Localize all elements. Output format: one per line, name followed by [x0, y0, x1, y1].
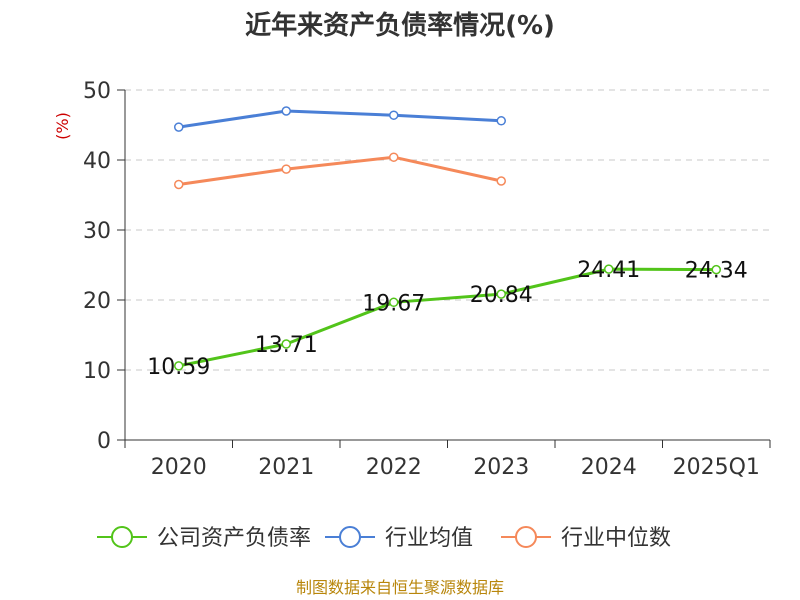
y-tick-label: 20 [83, 289, 111, 314]
data-label: 24.34 [685, 259, 748, 284]
data-label: 13.71 [255, 333, 318, 358]
data-point [174, 179, 184, 190]
legend-item: 行业中位数 [501, 526, 671, 551]
data-point [496, 116, 506, 126]
legend-swatch-marker [339, 526, 361, 548]
x-tick-label: 2025Q1 [673, 455, 760, 480]
data-point [496, 289, 506, 299]
data-point [281, 164, 291, 174]
legend-item: 行业均值 [325, 526, 473, 551]
gridlines [125, 89, 770, 371]
x-tick-label: 2022 [366, 455, 422, 480]
data-point [281, 339, 291, 349]
y-tick-label: 10 [83, 359, 111, 384]
series-line [178, 155, 502, 186]
data-point [496, 176, 506, 186]
data-point [389, 297, 399, 308]
legend: 公司资产负债率 行业均值 行业中位数 [97, 526, 671, 551]
data-point [174, 361, 184, 371]
data-label: 19.67 [362, 291, 425, 316]
series-line [178, 109, 502, 129]
x-tick-label: 2023 [473, 455, 529, 480]
data-point [389, 152, 399, 162]
y-tick-label: 30 [83, 219, 111, 244]
series-group [174, 106, 721, 371]
legend-label: 公司资产负债率 [157, 526, 311, 551]
legend-label: 行业中位数 [561, 526, 671, 551]
x-tick-label: 2021 [258, 455, 314, 480]
y-axis-label: (%) [53, 112, 72, 140]
y-tick-label: 40 [83, 149, 111, 174]
x-tick-label: 2024 [581, 455, 637, 480]
legend-swatch-marker [111, 526, 133, 548]
legend-item: 公司资产负债率 [97, 526, 311, 551]
legend-label: 行业均值 [385, 526, 473, 551]
y-tick-label: 0 [97, 429, 111, 454]
data-point [604, 264, 614, 274]
x-tick-label: 2020 [151, 455, 207, 480]
data-point [711, 264, 721, 275]
source-note: 制图数据来自恒生聚源数据库 [296, 578, 504, 597]
data-label: 20.84 [470, 283, 533, 308]
axes: 0 10 20 30 40 50 2020 2021 2022 2023 2024 2025Q1 [83, 79, 771, 480]
series-line [178, 267, 717, 368]
data-labels: 10.59 13.71 19.67 20.84 24.41 24.34 [147, 258, 747, 380]
y-tick-label: 50 [83, 79, 111, 104]
data-point [281, 106, 291, 116]
data-point [174, 122, 184, 132]
chart-title: 近年来资产负债率情况(%) [245, 10, 555, 41]
data-label: 24.41 [577, 258, 640, 283]
data-label: 10.59 [147, 355, 210, 380]
data-point [389, 110, 399, 120]
legend-swatch-marker [515, 526, 537, 548]
